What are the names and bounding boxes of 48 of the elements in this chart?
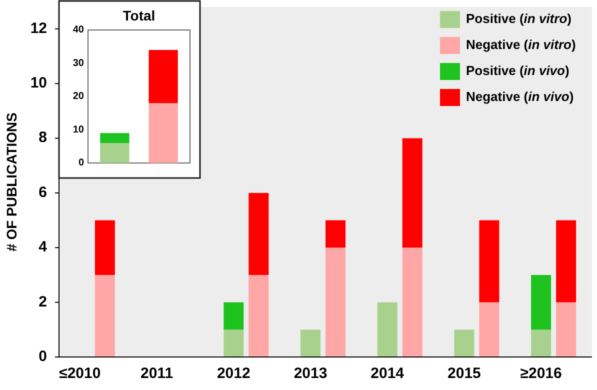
bar [326,248,346,357]
x-tick-label: 2014 [370,364,405,382]
legend-label: Positive (in vivo) [466,63,570,78]
bar [100,133,130,144]
bar [224,302,244,330]
y-axis-title: # OF PUBLICATIONS [4,112,20,252]
y-tick-label: 4 [38,238,48,256]
y-tick-label: 6 [38,184,47,201]
y-tick-label: 8 [38,129,47,146]
x-tick-label: ≥2016 [520,364,562,382]
x-tick-label: 2011 [140,364,174,382]
y-tick-label: 2 [38,293,47,310]
y-tick-label: 0 [78,158,84,169]
x-tick-label: 2013 [294,364,328,382]
bar [326,220,346,248]
legend-label: Negative (in vitro) [466,37,576,52]
bar [556,220,576,302]
y-tick-label: 0 [38,348,47,365]
bar [94,220,115,275]
bar [479,302,500,357]
bar [300,330,320,357]
bar [94,274,115,357]
bar [531,274,552,330]
bar [148,50,178,104]
chart-title: Total [122,8,156,24]
legend-label: Positive (in vitro) [466,11,572,26]
y-tick-label: 40 [72,24,84,36]
bar [402,248,422,357]
bar [100,143,130,163]
y-tick-label: 20 [72,91,84,102]
bar [377,302,398,357]
x-tick-label: 2012 [216,364,250,382]
legend-label: Negative (in vivo) [466,89,574,104]
y-tick-label: 30 [72,58,84,69]
y-tick-label: 12 [30,20,47,37]
bar [248,274,269,357]
x-tick-label: ≤2010 [59,364,101,382]
bar [248,192,269,275]
bar [531,330,552,357]
bar [224,330,244,357]
bar [148,103,178,163]
x-tick-label: 2015 [448,364,481,382]
bar [402,138,422,248]
bar [454,330,474,357]
y-tick-label: 10 [30,74,47,92]
bar [556,302,576,357]
bar [479,220,500,302]
y-tick-label: 10 [72,124,84,136]
